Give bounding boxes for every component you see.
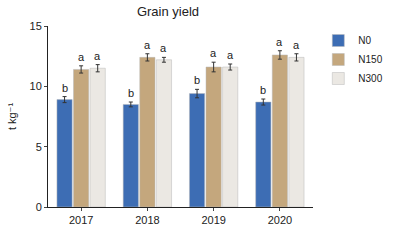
svg-text:0: 0: [36, 201, 42, 213]
svg-text:5: 5: [36, 141, 42, 153]
svg-text:a: a: [276, 36, 283, 48]
svg-text:t kg⁻¹: t kg⁻¹: [6, 103, 18, 131]
svg-text:b: b: [128, 87, 134, 99]
svg-text:N300: N300: [358, 73, 382, 84]
svg-text:2020: 2020: [268, 214, 292, 226]
svg-text:10: 10: [30, 80, 42, 92]
svg-text:a: a: [94, 50, 101, 62]
svg-text:a: a: [78, 51, 85, 63]
svg-text:Grain yield: Grain yield: [137, 4, 199, 19]
svg-text:a: a: [144, 39, 151, 51]
svg-text:a: a: [210, 47, 217, 59]
svg-text:N150: N150: [358, 54, 382, 65]
svg-text:a: a: [293, 39, 300, 51]
svg-text:b: b: [194, 74, 200, 86]
svg-text:a: a: [227, 49, 234, 61]
svg-text:N0: N0: [358, 35, 371, 46]
svg-text:2018: 2018: [135, 214, 159, 226]
svg-text:a: a: [160, 42, 167, 54]
svg-text:b: b: [62, 82, 68, 94]
svg-text:2019: 2019: [201, 214, 225, 226]
svg-text:b: b: [260, 84, 266, 96]
svg-text:15: 15: [30, 20, 42, 32]
svg-text:2017: 2017: [69, 214, 93, 226]
